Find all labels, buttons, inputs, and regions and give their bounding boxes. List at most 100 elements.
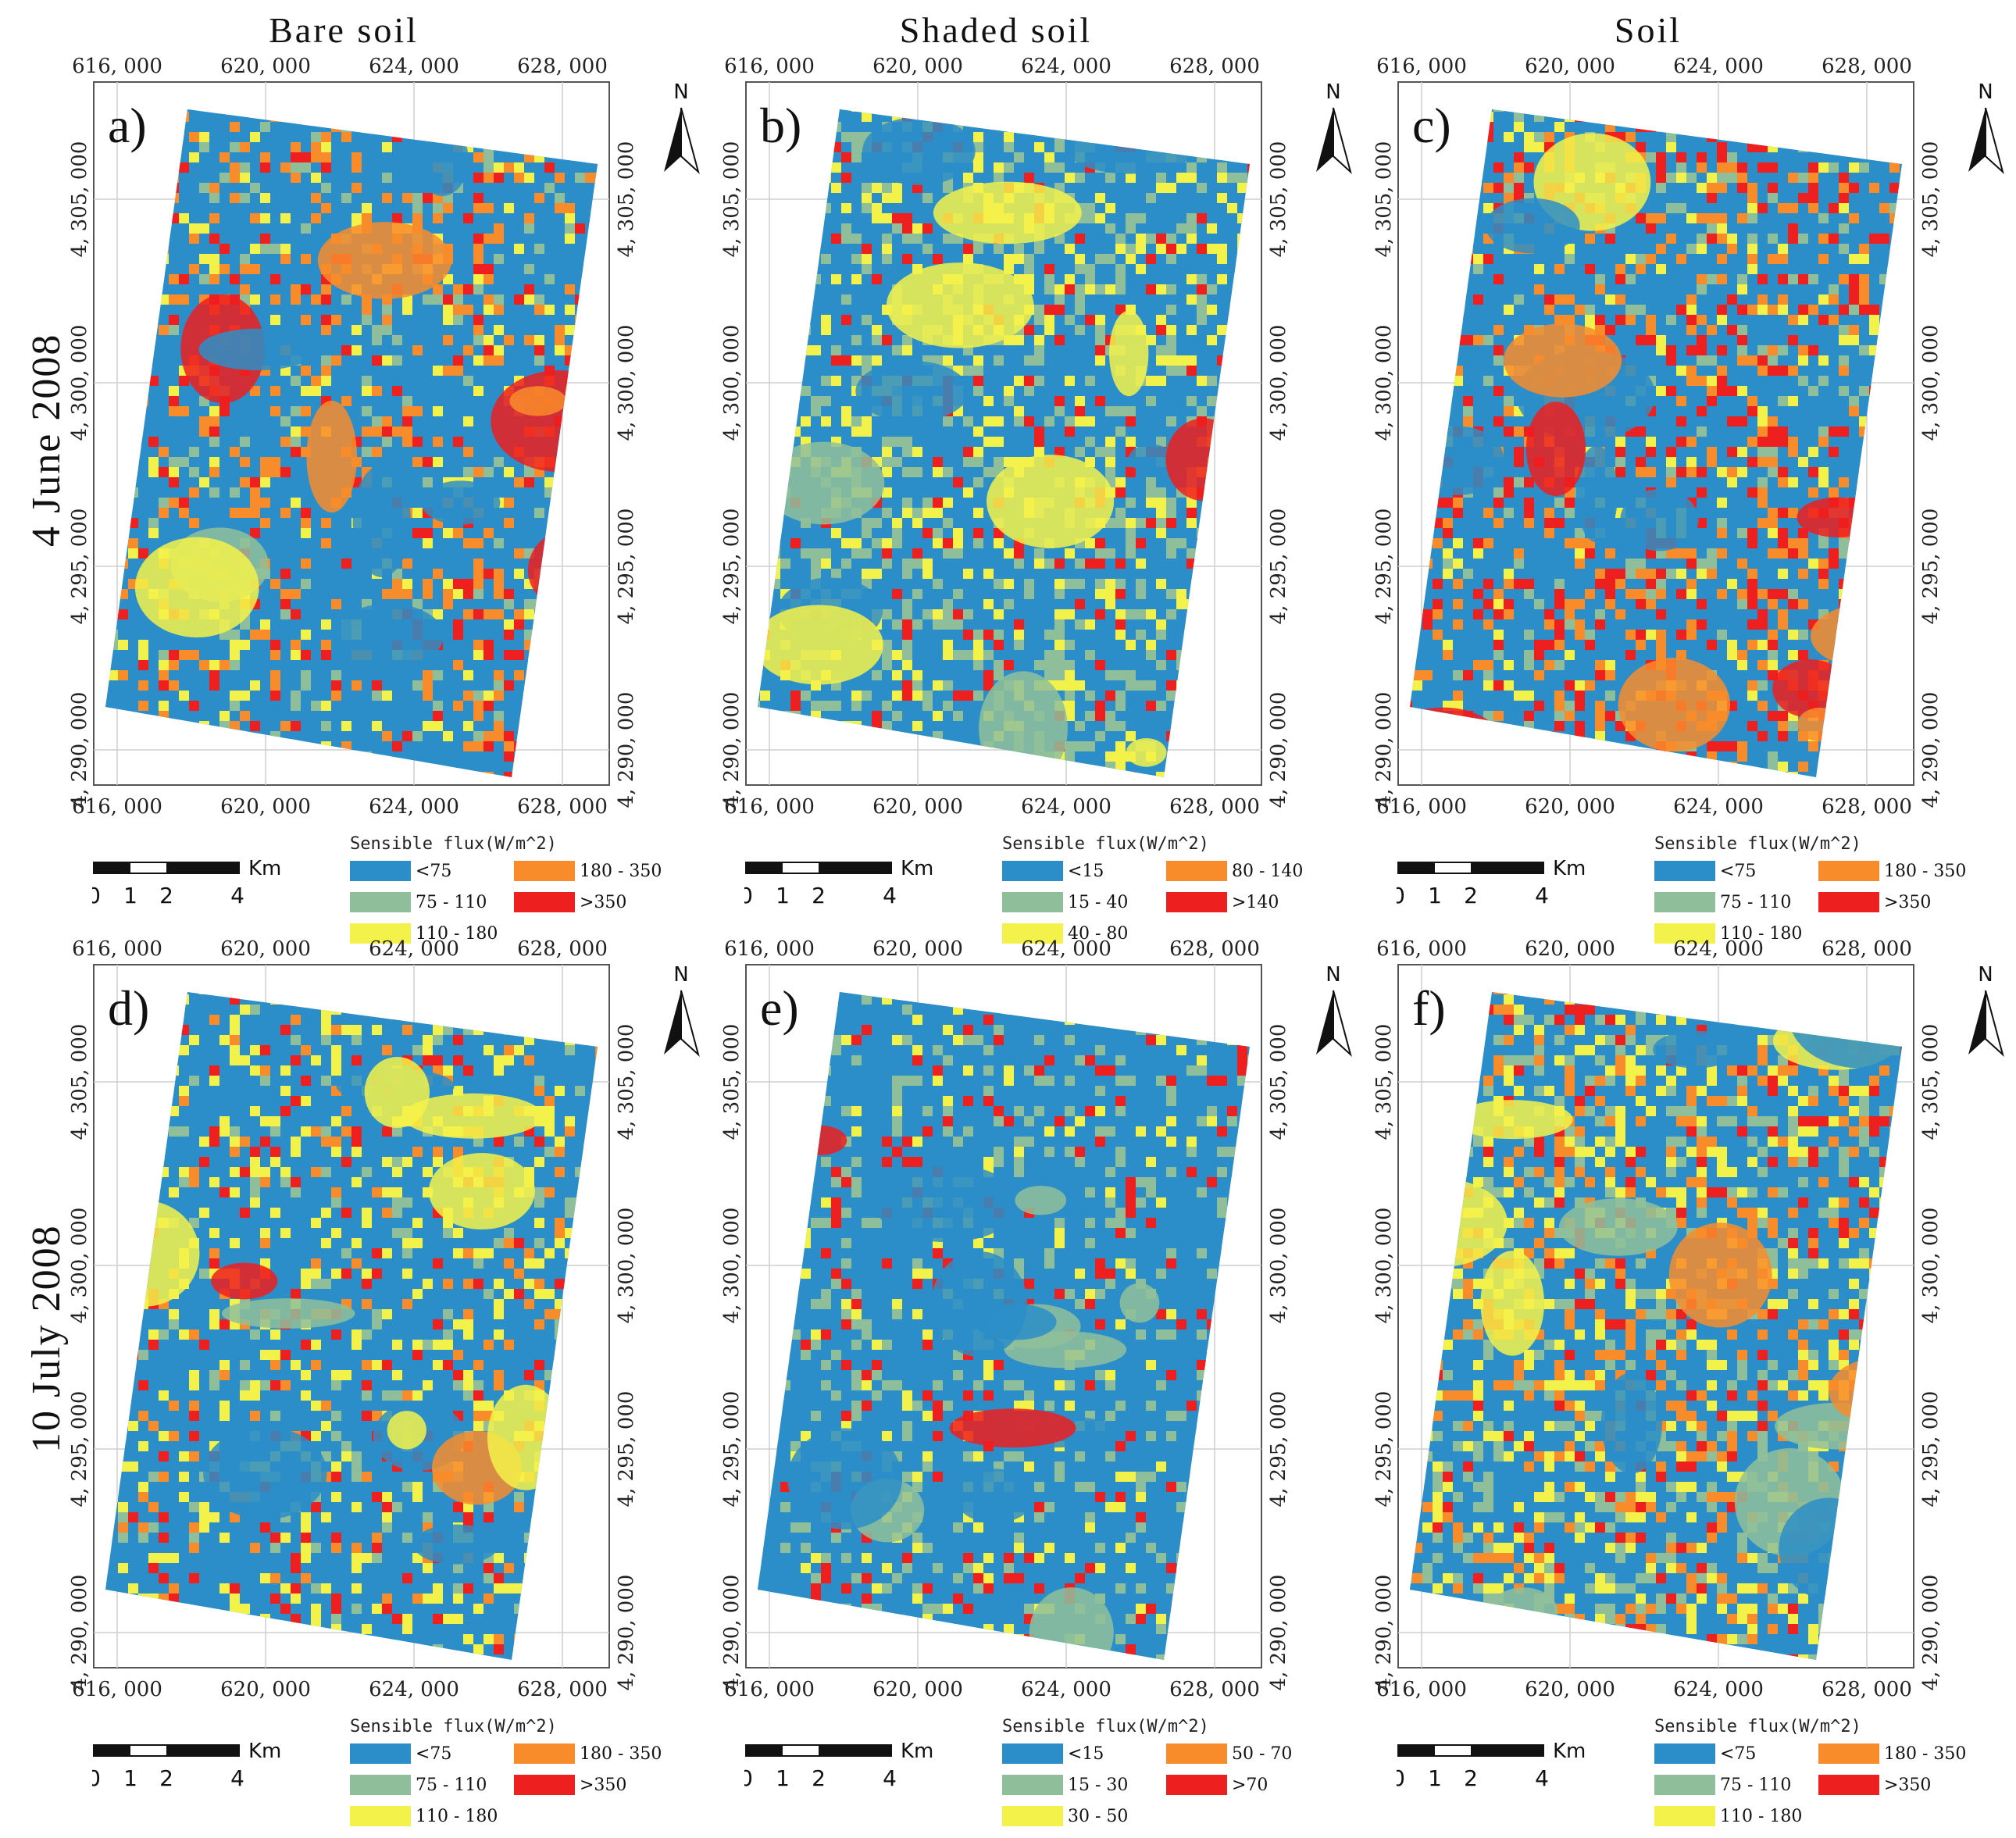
raster-cell [443, 711, 453, 721]
raster-cell [973, 457, 983, 467]
raster-cell [108, 376, 118, 386]
raster-cell [311, 213, 321, 223]
raster-cell [1095, 630, 1105, 640]
raster-cell [963, 630, 973, 640]
raster-cell [1727, 132, 1737, 142]
raster-cell [801, 416, 811, 426]
raster-cell [443, 355, 453, 366]
raster-cell [1065, 599, 1075, 609]
raster-cell [758, 619, 760, 630]
raster-cell [1747, 447, 1757, 457]
raster-cell [770, 244, 780, 254]
raster-cell [1514, 294, 1524, 305]
raster-cell [311, 751, 321, 762]
raster-cell [1889, 396, 1900, 406]
row-title-july: 10 July 2008 [24, 1224, 69, 1453]
raster-cell [1900, 406, 1902, 416]
raster-cell [811, 528, 821, 538]
raster-cell [1054, 559, 1065, 569]
raster-cell [1004, 650, 1014, 660]
raster-cell [1065, 609, 1075, 619]
raster-cell [473, 254, 483, 264]
raster-cell [1737, 325, 1747, 335]
raster-cell [1217, 325, 1227, 335]
raster-cell [341, 294, 351, 305]
raster-cell [1237, 355, 1247, 366]
raster-cell [790, 376, 801, 386]
raster-cell [280, 426, 291, 437]
raster-cell [1849, 142, 1859, 152]
raster-cell [1697, 162, 1707, 173]
raster-cell [1778, 142, 1788, 152]
raster-cell [118, 650, 128, 660]
raster-cell [1186, 406, 1197, 416]
raster-cell [1453, 244, 1463, 254]
raster-cell [1207, 569, 1217, 579]
raster-cell [790, 396, 801, 406]
raster-cell [1136, 284, 1146, 294]
raster-cell [1625, 335, 1636, 345]
raster-cell [770, 294, 780, 305]
raster-cell [1034, 142, 1044, 152]
raster-cell [801, 183, 811, 193]
raster-cell [1126, 437, 1136, 447]
raster-cell [595, 619, 598, 630]
raster-cell [862, 112, 872, 122]
raster-cell [1778, 396, 1788, 406]
raster-cell [219, 244, 230, 254]
raster-cell [1737, 254, 1747, 264]
raster-cell [1778, 109, 1788, 112]
raster-cell [494, 721, 504, 731]
raster-cell [841, 538, 851, 548]
raster-cell [1717, 152, 1727, 162]
raster-cell [473, 650, 483, 660]
raster-cell [801, 162, 811, 173]
raster-cell [250, 437, 260, 447]
raster-cell [291, 193, 301, 203]
raster-cell [1463, 244, 1473, 254]
raster-cell [169, 498, 179, 508]
raster-cell [1197, 538, 1207, 548]
raster-cell [494, 132, 504, 142]
raster-cell [1707, 406, 1717, 416]
raster-cell [159, 132, 169, 142]
raster-cell [1085, 741, 1095, 751]
raster-cell [770, 731, 780, 741]
raster-cell [1126, 467, 1136, 477]
raster-cell [1839, 305, 1849, 315]
raster-cell [1585, 234, 1595, 244]
raster-cell [118, 599, 128, 609]
raster-cell [250, 406, 260, 416]
raster-cell [433, 366, 443, 376]
raster-cell [770, 193, 780, 203]
raster-cell [1156, 203, 1166, 213]
raster-cell [770, 751, 780, 762]
raster-cell [1757, 162, 1768, 173]
raster-patch [109, 723, 174, 777]
raster-cell [372, 315, 382, 325]
raster-cell [1166, 345, 1176, 355]
raster-cell [1808, 274, 1818, 284]
raster-cell [1044, 782, 1054, 792]
raster-cell [1105, 223, 1115, 234]
raster-cell [1146, 782, 1156, 792]
raster-cell [199, 711, 209, 721]
raster-cell [402, 305, 412, 315]
raster-cell [402, 213, 412, 223]
raster-cell [1433, 416, 1443, 426]
raster-cell [108, 183, 118, 193]
raster-cell [1686, 305, 1697, 315]
raster-cell [1197, 284, 1207, 294]
raster-cell [565, 650, 575, 660]
raster-cell [524, 599, 534, 609]
raster-cell [483, 315, 494, 325]
raster-cell [1227, 538, 1237, 548]
raster-cell [983, 599, 994, 609]
raster-cell [1625, 447, 1636, 457]
raster-cell [831, 183, 841, 193]
raster-cell [851, 782, 862, 792]
raster-cell [1524, 173, 1534, 183]
raster-cell [933, 711, 943, 721]
raster-cell [780, 355, 790, 366]
raster-cell [1829, 274, 1839, 284]
